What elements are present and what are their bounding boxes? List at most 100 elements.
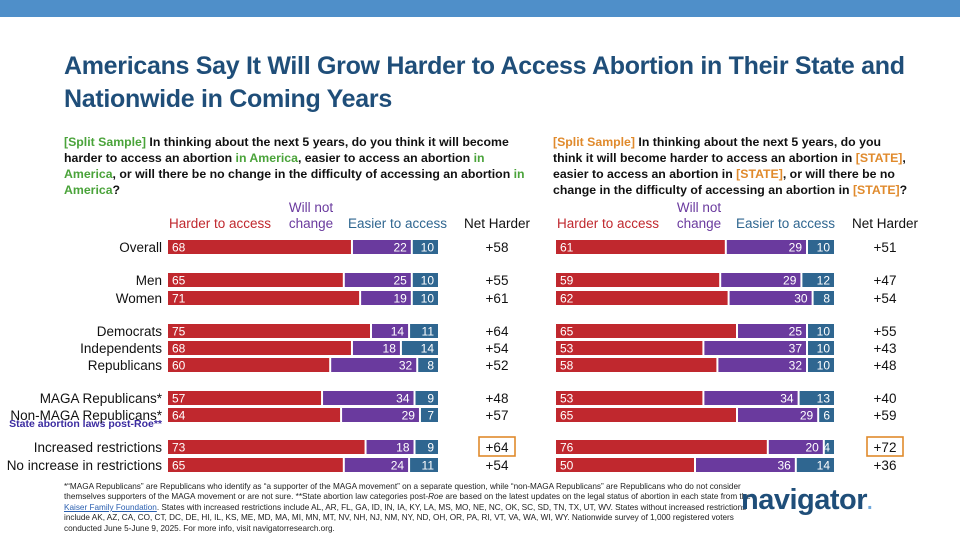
bar-value-label: 6 — [823, 409, 830, 423]
bar-value-label: 14 — [817, 459, 831, 473]
left-question-part: in America — [64, 151, 485, 181]
bar-easier-to-access — [401, 341, 438, 355]
bar-easier-to-access — [796, 458, 834, 472]
bar-value-label: 34 — [396, 392, 410, 406]
bar-easier-to-access — [824, 440, 834, 454]
right-question-part: , or will there be no change in the diff… — [553, 167, 895, 197]
left-question-part: In thinking about the next 5 years, do y… — [64, 135, 509, 165]
net-harder-value: +54 — [486, 341, 509, 356]
bar-value-label: 9 — [427, 441, 434, 455]
left-question-part: ? — [112, 183, 121, 197]
bar-will-not-change — [344, 273, 411, 287]
bar-harder-to-access — [556, 408, 736, 422]
bar-harder-to-access — [556, 341, 703, 355]
bar-value-label: 10 — [817, 359, 831, 373]
bar-will-not-change — [718, 358, 806, 372]
bar-will-not-change — [372, 324, 409, 338]
bar-value-label: 25 — [789, 325, 803, 339]
category-label: Republicans — [88, 358, 163, 373]
bar-value-label: 34 — [780, 392, 794, 406]
bar-will-not-change — [768, 440, 823, 454]
logo-dot: . — [867, 492, 873, 514]
bar-value-label: 14 — [421, 342, 435, 356]
net-harder-value: +36 — [874, 458, 897, 473]
bar-value-label: 29 — [783, 274, 797, 288]
bar-value-label: 9 — [427, 392, 434, 406]
bar-easier-to-access — [415, 391, 438, 405]
net-harder-value: +54 — [874, 291, 897, 306]
left-question-part: in America — [235, 151, 298, 165]
bar-value-label: 18 — [396, 441, 410, 455]
bar-easier-to-access — [412, 240, 438, 254]
bar-harder-to-access — [168, 291, 360, 305]
net-harder-value: +57 — [486, 408, 509, 423]
bar-will-not-change — [721, 273, 801, 287]
bar-will-not-change — [352, 240, 411, 254]
bar-value-label: 8 — [823, 292, 830, 306]
bar-value-label: 29 — [800, 409, 814, 423]
net-harder-value: +43 — [874, 341, 897, 356]
bar-value-label: 10 — [817, 342, 831, 356]
category-label: Independents — [80, 341, 162, 356]
bar-value-label: 14 — [391, 325, 405, 339]
bar-harder-to-access — [556, 440, 767, 454]
right-question-part: , easier to access an abortion in — [553, 151, 906, 181]
bar-value-label: 7 — [427, 409, 434, 423]
bar-will-not-change — [704, 391, 798, 405]
net-harder-value: +52 — [486, 358, 509, 373]
footnote-text: are based on the latest updates on the l… — [443, 492, 751, 502]
bar-value-label: 24 — [391, 459, 405, 473]
net-harder-value: +54 — [486, 458, 509, 473]
footnote-text: *“MAGA Republicans” are Republicans who … — [64, 482, 741, 502]
bar-value-label: 53 — [560, 342, 574, 356]
bar-value-label: 76 — [560, 441, 574, 455]
bar-will-not-change — [342, 408, 419, 422]
bar-will-not-change — [729, 291, 812, 305]
right-question-part: [STATE] — [852, 183, 900, 197]
net-highlight-box — [478, 436, 516, 457]
bar-value-label: 50 — [560, 459, 574, 473]
bar-value-label: 68 — [172, 342, 186, 356]
bar-value-label: 11 — [422, 325, 435, 339]
bar-value-label: 65 — [560, 409, 574, 423]
bar-value-label: 13 — [817, 392, 831, 406]
bar-value-label: 65 — [172, 274, 186, 288]
bar-value-label: 11 — [422, 459, 435, 473]
net-harder-value: +64 — [486, 440, 509, 455]
bar-easier-to-access — [808, 240, 834, 254]
bar-easier-to-access — [802, 273, 834, 287]
logo-text: navigator — [741, 484, 868, 516]
bar-harder-to-access — [556, 324, 736, 338]
category-label: Men — [136, 273, 162, 288]
bar-value-label: 36 — [777, 459, 791, 473]
bar-will-not-change — [704, 341, 806, 355]
legend-will-not-change: Will not — [289, 200, 334, 215]
kff-link[interactable]: Kaiser Family Foundation — [64, 502, 157, 512]
net-harder-header: Net Harder — [852, 216, 919, 231]
left-question-part: [Split Sample] — [64, 135, 146, 149]
legend-easier: Easier to access — [736, 216, 835, 231]
bar-value-label: 18 — [383, 342, 397, 356]
bar-value-label: 32 — [789, 359, 803, 373]
left-question: [Split Sample] In thinking about the nex… — [64, 134, 534, 198]
net-harder-value: +51 — [874, 240, 897, 255]
bar-value-label: 25 — [393, 274, 407, 288]
bar-value-label: 22 — [393, 241, 407, 255]
bar-value-label: 37 — [789, 342, 803, 356]
footnote-roe: Roe — [428, 492, 444, 502]
left-question-part: in America — [64, 167, 525, 197]
bar-harder-to-access — [556, 273, 720, 287]
bar-harder-to-access — [168, 341, 351, 355]
bar-value-label: 59 — [560, 274, 574, 288]
bar-value-label: 65 — [172, 459, 186, 473]
bar-value-label: 4 — [823, 441, 830, 455]
bar-value-label: 30 — [794, 292, 808, 306]
legend-will-not-change: change — [289, 216, 333, 231]
footnote-text: . States with increased restrictions inc… — [64, 502, 747, 533]
bar-harder-to-access — [556, 458, 694, 472]
bar-easier-to-access — [819, 408, 834, 422]
bar-value-label: 73 — [172, 441, 186, 455]
net-harder-value: +55 — [486, 273, 509, 288]
bar-easier-to-access — [412, 273, 438, 287]
